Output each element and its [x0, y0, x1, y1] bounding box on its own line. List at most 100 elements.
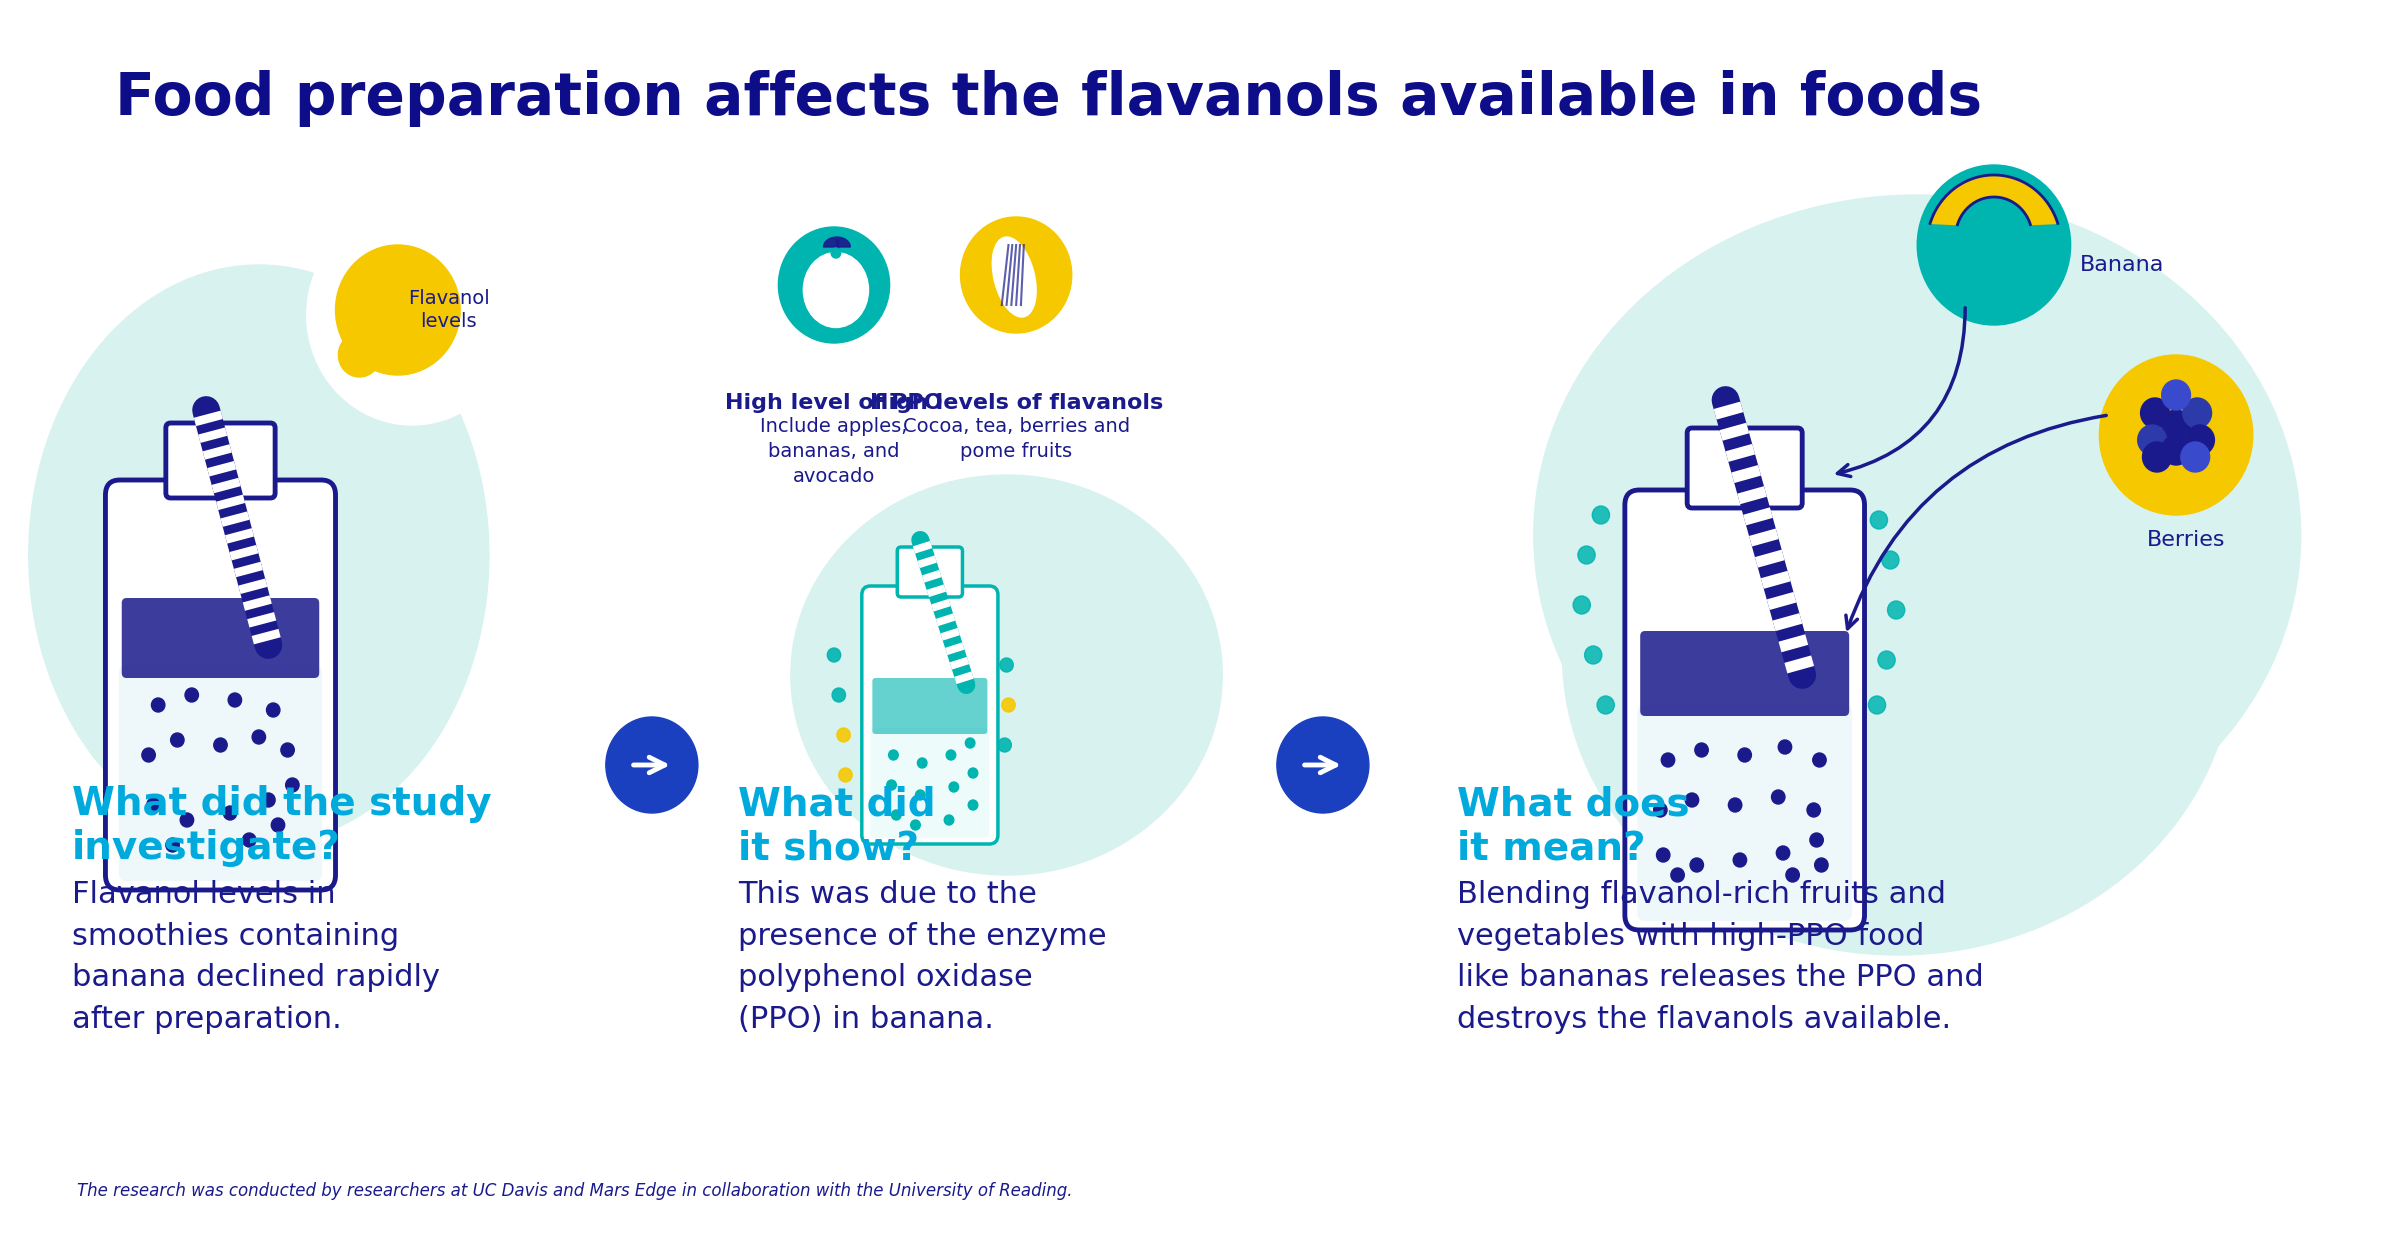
Circle shape — [960, 217, 1071, 333]
Circle shape — [1695, 743, 1707, 757]
Circle shape — [831, 248, 840, 259]
Circle shape — [228, 693, 243, 707]
Circle shape — [1878, 651, 1894, 669]
Circle shape — [307, 205, 519, 425]
Text: What does
it mean?: What does it mean? — [1457, 784, 1690, 867]
Circle shape — [1777, 846, 1789, 860]
FancyBboxPatch shape — [1637, 705, 1851, 921]
Circle shape — [1001, 698, 1016, 712]
Circle shape — [1654, 803, 1666, 817]
Circle shape — [968, 799, 977, 809]
Polygon shape — [1930, 174, 2058, 225]
Circle shape — [891, 809, 900, 820]
Circle shape — [605, 717, 699, 813]
Circle shape — [917, 758, 927, 768]
Circle shape — [2161, 410, 2190, 441]
Circle shape — [252, 730, 267, 744]
Text: Include apples,
bananas, and
avocado: Include apples, bananas, and avocado — [761, 417, 908, 486]
Circle shape — [1597, 697, 1613, 714]
Circle shape — [1882, 551, 1899, 569]
Text: What did
it show?: What did it show? — [737, 784, 936, 867]
Circle shape — [2137, 425, 2166, 456]
Circle shape — [1786, 868, 1798, 882]
Circle shape — [1592, 506, 1609, 525]
Circle shape — [999, 738, 1011, 752]
Ellipse shape — [29, 265, 490, 845]
FancyBboxPatch shape — [872, 678, 987, 734]
FancyBboxPatch shape — [106, 479, 336, 890]
Text: The research was conducted by researchers at UC Davis and Mars Edge in collabora: The research was conducted by researcher… — [77, 1182, 1073, 1200]
Circle shape — [838, 728, 850, 742]
Circle shape — [146, 798, 161, 812]
Circle shape — [1671, 868, 1683, 882]
Circle shape — [2180, 442, 2209, 472]
FancyBboxPatch shape — [1640, 631, 1849, 717]
Circle shape — [1868, 697, 1885, 714]
Circle shape — [1734, 853, 1746, 867]
Circle shape — [166, 838, 180, 852]
Circle shape — [2161, 435, 2190, 466]
Circle shape — [838, 768, 852, 782]
FancyBboxPatch shape — [898, 547, 963, 597]
Circle shape — [965, 738, 975, 748]
Ellipse shape — [992, 237, 1037, 318]
Circle shape — [281, 743, 295, 757]
Circle shape — [2161, 380, 2190, 410]
Circle shape — [2185, 425, 2214, 456]
Text: This was due to the
presence of the enzyme
polyphenol oxidase
(PPO) in banana.: This was due to the presence of the enzy… — [737, 880, 1107, 1034]
Circle shape — [1277, 717, 1369, 813]
Text: Banana: Banana — [2079, 255, 2166, 275]
Circle shape — [944, 814, 953, 825]
Circle shape — [2183, 398, 2211, 428]
Circle shape — [1690, 858, 1702, 872]
Circle shape — [170, 733, 185, 747]
Circle shape — [968, 768, 977, 778]
Ellipse shape — [804, 252, 869, 328]
Circle shape — [1918, 164, 2070, 325]
Circle shape — [336, 245, 461, 375]
Circle shape — [151, 698, 166, 712]
Ellipse shape — [1563, 355, 2233, 955]
Text: High level of PPO: High level of PPO — [725, 393, 944, 413]
Text: Flavanol levels in
smoothies containing
banana declined rapidly
after preparatio: Flavanol levels in smoothies containing … — [72, 880, 439, 1034]
Circle shape — [214, 738, 228, 752]
Circle shape — [2098, 355, 2252, 515]
Circle shape — [888, 750, 898, 761]
Circle shape — [142, 748, 156, 762]
Circle shape — [1577, 546, 1594, 563]
Circle shape — [243, 833, 257, 847]
Text: High levels of flavanols: High levels of flavanols — [869, 393, 1162, 413]
Circle shape — [1887, 601, 1904, 619]
Ellipse shape — [790, 474, 1222, 875]
Circle shape — [1573, 596, 1589, 614]
Circle shape — [828, 648, 840, 661]
Polygon shape — [824, 237, 850, 247]
Circle shape — [223, 806, 238, 820]
Text: Cocoa, tea, berries and
pome fruits: Cocoa, tea, berries and pome fruits — [903, 417, 1131, 461]
Circle shape — [1813, 753, 1827, 767]
Circle shape — [1729, 798, 1741, 812]
Circle shape — [1661, 753, 1676, 767]
Circle shape — [1870, 511, 1887, 530]
Circle shape — [915, 789, 924, 799]
Circle shape — [1772, 789, 1784, 804]
Circle shape — [948, 782, 958, 792]
Circle shape — [262, 793, 276, 807]
Circle shape — [180, 813, 194, 827]
Circle shape — [886, 781, 896, 789]
Circle shape — [2142, 398, 2171, 428]
FancyBboxPatch shape — [166, 423, 276, 498]
Circle shape — [185, 688, 199, 702]
Circle shape — [1686, 793, 1698, 807]
Circle shape — [267, 703, 281, 717]
Circle shape — [1585, 646, 1601, 664]
FancyBboxPatch shape — [122, 597, 319, 678]
FancyBboxPatch shape — [1688, 428, 1803, 508]
FancyBboxPatch shape — [862, 586, 999, 845]
Circle shape — [1738, 748, 1750, 762]
Circle shape — [833, 688, 845, 702]
Circle shape — [999, 658, 1013, 671]
Text: Flavanol
levels: Flavanol levels — [408, 289, 490, 331]
FancyBboxPatch shape — [872, 728, 989, 838]
Circle shape — [1779, 740, 1791, 754]
